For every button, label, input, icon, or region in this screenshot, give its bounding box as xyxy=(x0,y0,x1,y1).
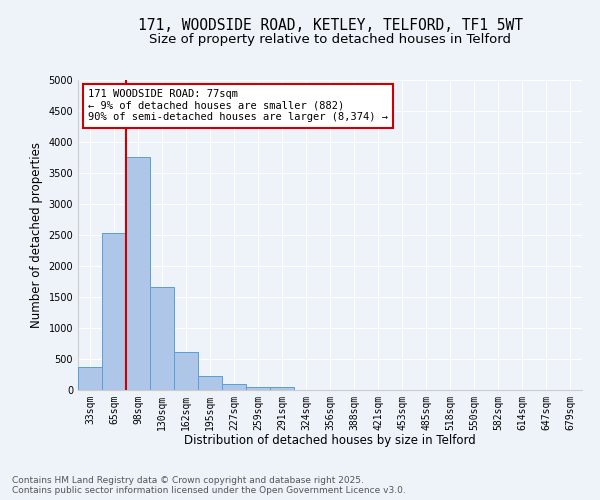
Bar xyxy=(222,384,246,390)
Bar xyxy=(78,367,102,390)
Y-axis label: Number of detached properties: Number of detached properties xyxy=(30,142,43,328)
Text: Contains HM Land Registry data © Crown copyright and database right 2025.
Contai: Contains HM Land Registry data © Crown c… xyxy=(12,476,406,495)
Bar xyxy=(270,387,294,390)
Text: 171, WOODSIDE ROAD, KETLEY, TELFORD, TF1 5WT: 171, WOODSIDE ROAD, KETLEY, TELFORD, TF1… xyxy=(137,18,523,32)
Bar xyxy=(198,376,222,390)
Text: Size of property relative to detached houses in Telford: Size of property relative to detached ho… xyxy=(149,32,511,46)
Bar xyxy=(126,157,150,390)
Bar xyxy=(174,352,198,390)
Bar xyxy=(102,233,126,390)
Bar xyxy=(150,287,174,390)
X-axis label: Distribution of detached houses by size in Telford: Distribution of detached houses by size … xyxy=(184,434,476,448)
Text: 171 WOODSIDE ROAD: 77sqm
← 9% of detached houses are smaller (882)
90% of semi-d: 171 WOODSIDE ROAD: 77sqm ← 9% of detache… xyxy=(88,90,388,122)
Bar xyxy=(246,387,270,390)
